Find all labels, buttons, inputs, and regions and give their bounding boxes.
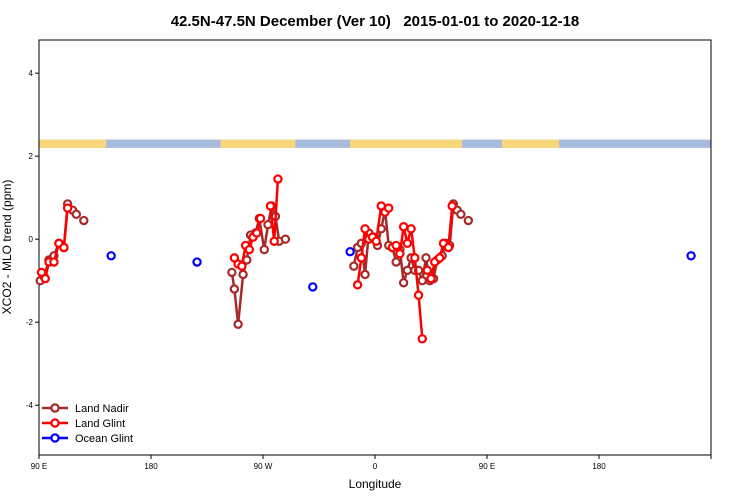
- data-point-1-0-1: [40, 273, 50, 284]
- y-tick-label-3: 2: [29, 152, 34, 161]
- data-point-1-4-5: [406, 224, 416, 234]
- data-point-1-4-1: [391, 240, 401, 251]
- series-layer: [35, 174, 696, 344]
- legend-label-0: Land Nadir: [75, 403, 129, 415]
- data-point-2-1-0: [192, 257, 202, 267]
- data-point-1-5-1: [426, 273, 436, 284]
- data-point-0-5-0: [463, 215, 474, 226]
- series-land-glint: [36, 174, 457, 344]
- data-point-0-2-2: [233, 319, 243, 329]
- series-land-nadir: [35, 199, 474, 329]
- data-point-1-4-8: [417, 334, 427, 344]
- data-point-1-1-4: [244, 244, 255, 255]
- data-point-0-3-0: [280, 234, 291, 244]
- x-tick-label-5: 180: [592, 462, 606, 471]
- data-point-2-3-0: [345, 246, 355, 257]
- data-point-1-2-0: [265, 201, 276, 211]
- data-point-1-3-8: [383, 203, 394, 213]
- x-tick-label-4: 90 E: [479, 462, 495, 471]
- data-point-1-1-7: [255, 213, 266, 224]
- data-point-1-4-6: [410, 253, 420, 263]
- data-point-2-2-0: [308, 282, 318, 292]
- data-point-0-4-18: [417, 276, 427, 286]
- data-point-0-2-0: [227, 267, 237, 278]
- chart-title: 42.5N-47.5N December (Ver 10) 2015-01-01…: [171, 13, 580, 30]
- data-point-1-2-2: [273, 174, 283, 184]
- data-point-1-5-0: [422, 265, 432, 276]
- legend: Land Nadir Land Glint Ocean Glint: [42, 403, 133, 445]
- data-point-1-4-2: [395, 249, 405, 259]
- data-point-0-4-0: [349, 261, 359, 271]
- data-point-1-1-2: [237, 261, 247, 271]
- y-axis: -4 -2 0 2 4: [26, 69, 39, 410]
- data-point-1-0-6: [62, 203, 73, 213]
- data-point-1-0-3: [49, 257, 59, 267]
- land-band-3: [501, 139, 560, 148]
- legend-marker-2: [50, 433, 60, 443]
- data-point-1-2-1: [269, 236, 279, 246]
- data-point-2-4-0: [686, 251, 696, 261]
- data-point-0-1-0: [79, 215, 89, 226]
- legend-marker-1: [50, 418, 60, 428]
- data-point-0-2-8: [259, 244, 269, 255]
- data-point-0-4-13: [398, 278, 409, 288]
- data-point-0-4-3: [360, 269, 370, 280]
- data-point-1-5-6: [447, 201, 457, 211]
- y-tick-label-4: 4: [29, 69, 34, 78]
- data-point-1-4-7: [413, 290, 424, 300]
- land-mask-band: [39, 139, 711, 148]
- data-point-0-4-11: [391, 257, 401, 267]
- data-point-1-3-5: [371, 236, 381, 246]
- data-point-0-4-28: [456, 209, 466, 219]
- data-point-0-2-9: [263, 219, 273, 230]
- x-tick-label-3: 0: [373, 462, 378, 471]
- data-point-1-3-1: [356, 253, 367, 263]
- x-tick-label-2: 90 W: [254, 462, 273, 471]
- y-axis-label: XCO2 - MLO trend (ppm): [0, 180, 14, 315]
- x-tick-label-1: 180: [144, 462, 158, 471]
- y-tick-label-2: 0: [29, 235, 34, 244]
- data-point-1-5-5: [443, 242, 454, 253]
- data-point-1-3-2: [360, 224, 370, 234]
- data-point-0-2-3: [238, 269, 248, 280]
- data-point-0-4-14: [402, 265, 413, 276]
- x-axis: 90 E 180 90 W 0 90 E 180: [31, 455, 712, 471]
- land-band-2: [350, 139, 463, 148]
- data-point-1-0-5: [59, 242, 69, 253]
- data-point-0-4-19: [421, 253, 431, 263]
- data-point-0-0-8: [71, 209, 82, 219]
- legend-label-1: Land Glint: [75, 418, 125, 430]
- series-ocean-glint: [106, 246, 696, 292]
- y-tick-label-1: -2: [26, 318, 34, 327]
- land-band-0: [39, 139, 107, 148]
- legend-marker-0: [50, 403, 60, 413]
- land-band-1: [220, 139, 296, 148]
- data-point-0-2-1: [229, 284, 240, 294]
- data-point-1-4-4: [402, 238, 413, 249]
- data-point-1-5-3: [435, 253, 445, 263]
- data-point-1-3-0: [352, 280, 363, 290]
- data-point-1-4-3: [398, 222, 409, 232]
- legend-label-2: Ocean Glint: [75, 433, 133, 445]
- data-point-2-0-0: [106, 251, 116, 261]
- data-point-1-1-6: [252, 228, 262, 238]
- x-axis-label: Longitude: [349, 477, 402, 491]
- x-tick-label-0: 90 E: [31, 462, 47, 471]
- y-tick-label-0: -4: [26, 401, 34, 410]
